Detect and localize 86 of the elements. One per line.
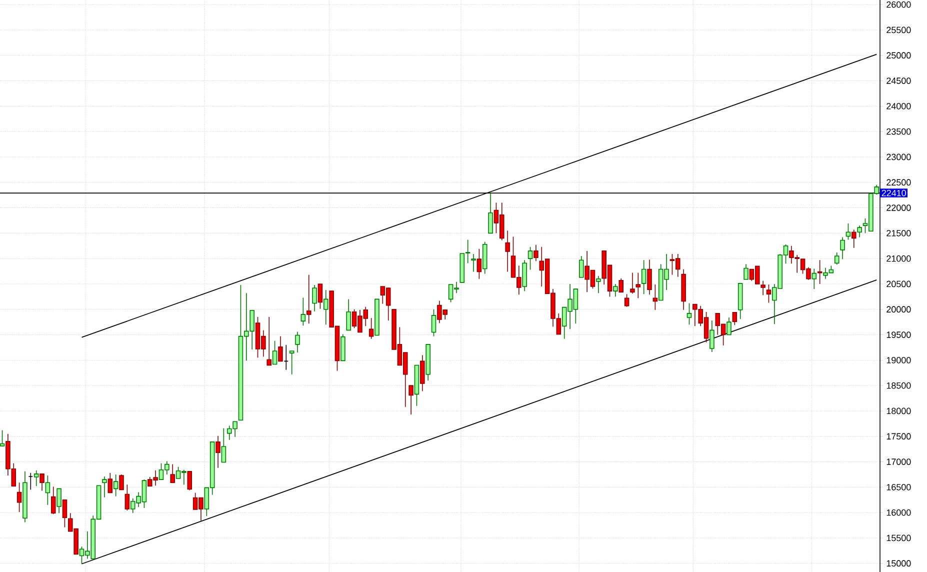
y-tick-label: 19000 <box>886 356 911 364</box>
y-tick-label: 26000 <box>886 1 911 8</box>
candlestick <box>56 488 62 514</box>
candlestick <box>306 274 312 324</box>
candlestick <box>266 316 272 366</box>
candlestick <box>476 248 482 280</box>
candlestick <box>40 474 44 492</box>
candlestick <box>647 259 652 296</box>
text: 22410 <box>882 190 906 196</box>
candlestick <box>624 294 630 308</box>
candlestick <box>318 284 323 310</box>
y-tick-label: 20500 <box>886 280 911 288</box>
y-tick-label: 23000 <box>886 154 911 160</box>
y-tick-label: 20000 <box>886 306 911 313</box>
candlestick <box>766 284 772 304</box>
candlestick <box>187 471 192 491</box>
candlestick <box>636 272 641 299</box>
candlestick <box>216 435 220 468</box>
candlestick <box>760 280 766 296</box>
candlestick <box>119 474 124 490</box>
candlestick <box>170 464 175 483</box>
candlestick <box>278 336 283 362</box>
candlestick <box>34 470 39 487</box>
candlestick <box>618 278 624 292</box>
y-tick-label: 21500 <box>886 230 911 236</box>
candlestick <box>340 334 346 362</box>
candlestick <box>0 430 5 447</box>
candlestick <box>50 486 56 514</box>
candlestick <box>324 290 328 326</box>
candlestick <box>630 272 635 294</box>
y-tick-label: 16000 <box>886 509 911 516</box>
y-tick-label: 23500 <box>886 128 911 135</box>
y-tick-label: 16500 <box>886 484 911 490</box>
candlestick <box>108 472 113 494</box>
candlestick <box>471 254 476 272</box>
candlestick <box>45 475 50 506</box>
candlestick <box>744 264 748 280</box>
candlestick <box>272 340 278 365</box>
y-tick-label: 24500 <box>886 78 911 84</box>
candlestick <box>710 320 714 352</box>
candlestick <box>641 260 646 295</box>
candlestick <box>16 482 22 512</box>
candlestick <box>368 318 374 340</box>
y-tick-label: 25000 <box>886 52 911 59</box>
candlestick <box>834 252 840 266</box>
candlestick <box>124 484 130 511</box>
candlestick <box>534 244 538 262</box>
candlestick <box>522 260 527 292</box>
y-tick-label: 18500 <box>886 382 911 389</box>
candlestick <box>300 297 306 326</box>
y-tick-label: 22500 <box>886 179 911 186</box>
y-tick-label: 25500 <box>886 26 911 34</box>
candlestick <box>505 230 510 272</box>
y-tick-label: 17500 <box>886 433 911 440</box>
candlestick <box>102 476 107 498</box>
y-tick-label: 17000 <box>886 458 911 465</box>
y-tick-label: 21000 <box>886 255 911 262</box>
candlestick <box>852 229 856 248</box>
candlestick <box>613 284 618 298</box>
candlestick <box>431 308 436 337</box>
y-tick-label: 24000 <box>886 102 911 110</box>
candlestick <box>732 312 738 326</box>
y-tick-label: 15000 <box>886 560 911 567</box>
y-tick-label: 15500 <box>886 534 911 542</box>
y-tick-label: 22000 <box>886 204 911 211</box>
candlestick <box>113 474 118 497</box>
candlestick <box>686 302 692 326</box>
candlestick <box>857 225 862 238</box>
candlestick <box>840 236 845 260</box>
y-tick-label: 18000 <box>886 408 911 414</box>
candlestick <box>408 385 414 415</box>
candlestick <box>846 223 851 240</box>
candlestick <box>812 268 817 290</box>
candlestick <box>578 256 584 278</box>
candlestick <box>528 246 533 270</box>
candlestick <box>346 298 351 331</box>
candlestick <box>312 284 317 312</box>
candlestick <box>420 354 425 392</box>
candlestick <box>289 350 294 375</box>
y-tick-label: 19500 <box>886 332 911 338</box>
candlestick <box>596 275 601 294</box>
candlestick <box>295 331 300 353</box>
candlestick <box>221 428 226 463</box>
candlestick <box>726 317 732 336</box>
candlestick <box>488 192 493 234</box>
candlestick <box>62 499 68 528</box>
